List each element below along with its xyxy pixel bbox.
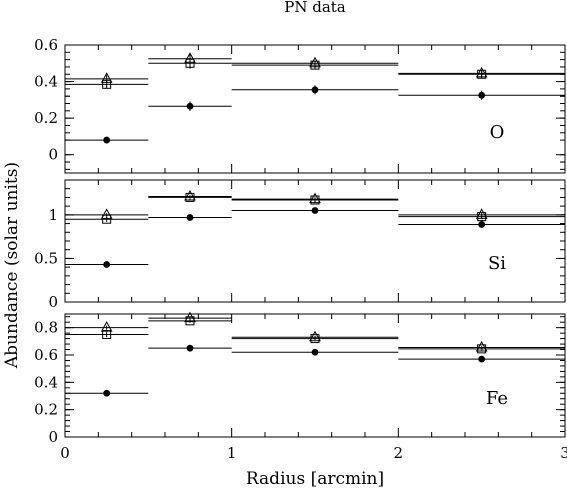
y-tick-label: 0 bbox=[48, 146, 58, 164]
panel-fe: 0 0.2 0.4 0.6 0.8 Fe 0 1 2 3 bbox=[34, 311, 567, 462]
chart-title: PN data bbox=[284, 0, 346, 16]
data-point-square bbox=[102, 330, 112, 339]
panel-frame bbox=[64, 44, 566, 174]
data-point-triangle bbox=[184, 190, 196, 201]
y-tick-label: 0.2 bbox=[34, 401, 58, 419]
data-point-circle bbox=[311, 207, 319, 214]
y-tick-label: 0.4 bbox=[34, 73, 58, 91]
data-point-triangle bbox=[475, 208, 488, 219]
y-tick-label: 0.6 bbox=[34, 36, 58, 54]
panels: 0 0.2 0.4 0.6 O 0 0.5 1 Si 0 0.2 0.4 0.6 0.8 Fe 0 1 2 3 bbox=[34, 36, 567, 462]
data-point-circle bbox=[478, 91, 486, 99]
x-tick-label: 2 bbox=[394, 444, 404, 462]
data-point-circle bbox=[186, 102, 194, 110]
data-point-triangle bbox=[309, 330, 321, 342]
panel-frame bbox=[64, 313, 566, 438]
panel-si: 0 0.5 1 Si bbox=[34, 179, 566, 311]
x-tick-label: 0 bbox=[60, 444, 70, 462]
y-tick-label: 0.8 bbox=[34, 319, 58, 337]
data-point-triangle bbox=[309, 192, 321, 204]
data-point-triangle bbox=[100, 208, 113, 219]
data-point-circle bbox=[103, 136, 111, 144]
data-point-triangle bbox=[475, 66, 488, 78]
y-tick-label: 0 bbox=[48, 293, 58, 311]
y-tick-label: 0.2 bbox=[34, 109, 58, 127]
data-point-triangle bbox=[309, 56, 321, 68]
y-tick-label: 0 bbox=[48, 428, 58, 446]
data-point-circle bbox=[186, 344, 194, 352]
data-point-circle bbox=[311, 348, 319, 356]
panel-label: Fe bbox=[486, 388, 508, 409]
data-point-circle bbox=[478, 221, 486, 228]
data-point-triangle bbox=[100, 72, 113, 83]
data-point-circle bbox=[311, 86, 319, 94]
data-point-triangle bbox=[475, 340, 488, 352]
y-axis-label: Abundance (solar units) bbox=[2, 162, 22, 369]
data-point-circle bbox=[478, 355, 486, 363]
panel-label: Si bbox=[488, 253, 506, 274]
data-point-circle bbox=[103, 261, 111, 268]
data-point-circle bbox=[186, 214, 194, 221]
y-tick-label: 0.5 bbox=[34, 249, 58, 267]
x-tick-label: 1 bbox=[227, 444, 237, 462]
x-tick-label: 3 bbox=[560, 444, 567, 462]
data-point-circle bbox=[103, 389, 111, 397]
data-point-triangle bbox=[184, 311, 196, 323]
y-tick-label: 1 bbox=[48, 206, 58, 224]
y-tick-label: 0.6 bbox=[34, 346, 58, 364]
data-point-triangle bbox=[184, 52, 196, 63]
data-point-triangle bbox=[100, 321, 113, 332]
x-axis-label: Radius [arcmin] bbox=[246, 469, 384, 489]
panel-label: O bbox=[490, 122, 505, 143]
y-tick-label: 0.4 bbox=[34, 373, 58, 391]
panel-o: 0 0.2 0.4 0.6 O bbox=[34, 36, 566, 174]
